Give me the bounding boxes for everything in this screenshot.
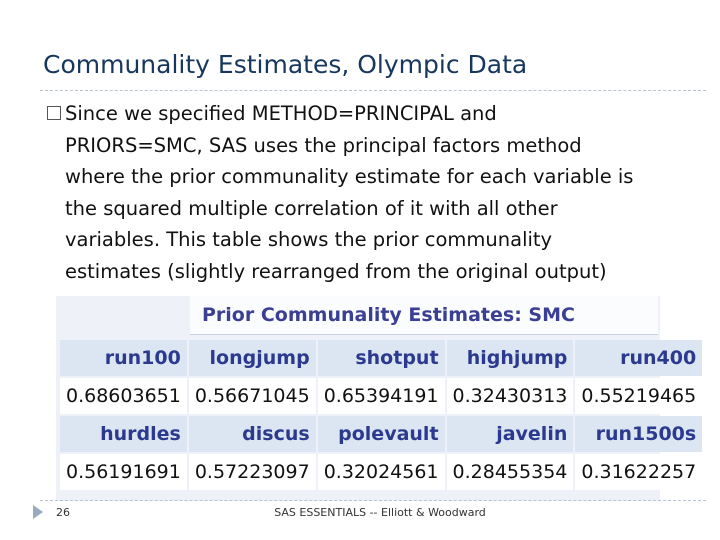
header-cell: run100 xyxy=(60,340,187,376)
value-cell: 0.32430313 xyxy=(446,378,574,414)
value-cell: 0.56191691 xyxy=(60,454,187,490)
header-cell: shotput xyxy=(317,340,445,376)
slide-title: Communality Estimates, Olympic Data xyxy=(43,50,528,79)
header-cell: javelin xyxy=(446,416,574,452)
value-cell: 0.32024561 xyxy=(317,454,445,490)
value-cell: 0.68603651 xyxy=(60,378,187,414)
header-cell: hurdles xyxy=(60,416,187,452)
value-cell: 0.57223097 xyxy=(188,454,316,490)
table-caption: Prior Communality Estimates: SMC xyxy=(190,296,658,335)
communality-table: Prior Communality Estimates: SMC run100 … xyxy=(56,296,703,501)
value-cell: 0.31622257 xyxy=(575,454,703,490)
value-cell: 0.28455354 xyxy=(446,454,574,490)
value-cell: 0.55219465 xyxy=(575,378,703,414)
title-divider xyxy=(40,90,706,91)
footer-text: SAS ESSENTIALS -- Elliott & Woodward xyxy=(274,506,486,519)
body-line: PRIORS=SMC, SAS uses the principal facto… xyxy=(65,133,582,157)
table-caption-text: Prior Communality Estimates: SMC xyxy=(202,304,575,326)
page-number: 26 xyxy=(56,506,70,519)
bullet-paragraph: Since we specified METHOD=PRINCIPAL and … xyxy=(65,98,705,287)
header-cell: run400 xyxy=(575,340,703,376)
header-cell: longjump xyxy=(188,340,316,376)
body-line: the squared multiple correlation of it w… xyxy=(65,196,558,220)
body-line: where the prior communality estimate for… xyxy=(65,165,634,188)
body-line: variables. This table shows the prior co… xyxy=(65,228,553,251)
table-value-row: 0.56191691 0.57223097 0.32024561 0.28455… xyxy=(60,454,703,490)
value-cell: 0.56671045 xyxy=(188,378,316,414)
body-line: estimates (slightly rearranged from the … xyxy=(65,259,607,283)
value-cell: 0.65394191 xyxy=(317,378,445,414)
body-line: Since we specified METHOD=PRINCIPAL and xyxy=(65,102,497,125)
estimates-grid: run100 longjump shotput highjump run400 … xyxy=(58,338,704,492)
header-cell: highjump xyxy=(446,340,574,376)
header-cell: polevault xyxy=(317,416,445,452)
table-value-row: 0.68603651 0.56671045 0.65394191 0.32430… xyxy=(60,378,703,414)
bullet-checkbox-icon xyxy=(47,106,61,120)
footer-divider xyxy=(40,500,706,501)
header-cell: run1500s xyxy=(575,416,703,452)
page-marker-icon xyxy=(33,505,43,519)
table-header-row: hurdles discus polevault javelin run1500… xyxy=(60,416,703,452)
table-header-row: run100 longjump shotput highjump run400 xyxy=(60,340,703,376)
header-cell: discus xyxy=(188,416,316,452)
